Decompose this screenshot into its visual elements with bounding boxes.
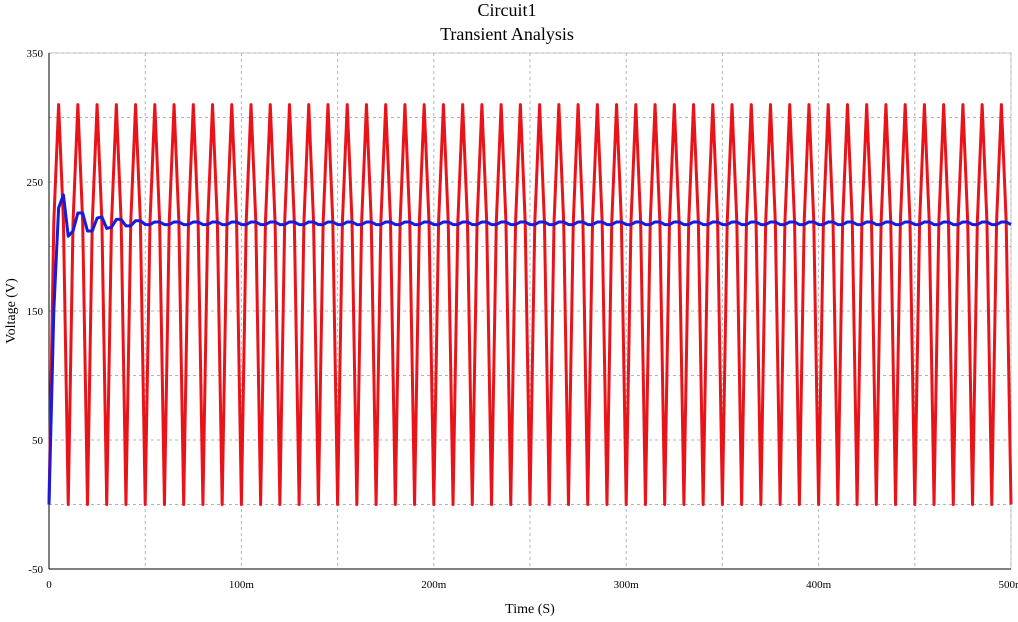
y-tick-label: 250: [27, 177, 44, 189]
x-tick-label: 400m: [806, 579, 832, 591]
x-tick-label: 300m: [614, 579, 640, 591]
x-axis-label: Time (S): [505, 602, 555, 617]
y-tick-label: 150: [27, 306, 44, 318]
y-tick-label: -50: [28, 564, 43, 576]
chart-subtitle: Transient Analysis: [440, 24, 574, 44]
x-tick-label: 500m: [998, 579, 1018, 591]
y-tick-label: 50: [32, 435, 44, 447]
y-tick-label: 350: [27, 48, 44, 60]
x-tick-label: 0: [46, 579, 52, 591]
series-line: [47, 103, 1013, 506]
y-axis-label: Voltage (V): [4, 278, 19, 344]
x-tick-label: 100m: [229, 579, 255, 591]
x-tick-label: 200m: [421, 579, 447, 591]
chart-title: Circuit1: [478, 0, 537, 20]
series-line: [47, 193, 1012, 505]
